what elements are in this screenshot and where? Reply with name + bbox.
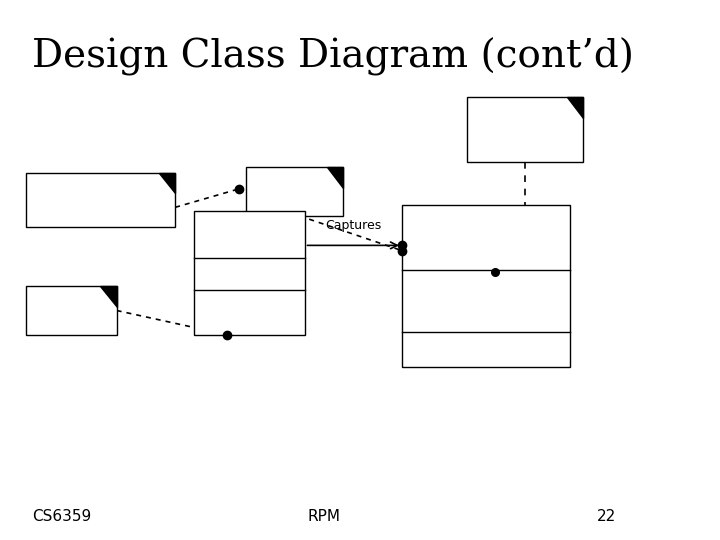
Bar (26, 173, 175, 227)
Text: Design Class Diagram (cont’d): Design Class Diagram (cont’d) (32, 38, 634, 76)
Text: isComplete : Bool: isComplete : Bool (408, 265, 518, 278)
Text: Methods: Methods (37, 303, 105, 318)
Bar (467, 97, 583, 162)
Text: time: time (408, 286, 436, 299)
Text: RPM: RPM (307, 509, 341, 524)
Polygon shape (567, 97, 583, 118)
Text: date: date (408, 244, 436, 257)
Text: navigation: navigation (251, 184, 339, 199)
Bar (246, 167, 343, 216)
Text: makeLineItem(): makeLineItem() (408, 348, 507, 361)
Text: Three section box for
class definition.: Three section box for class definition. (32, 183, 174, 211)
Text: Sale: Sale (471, 222, 501, 237)
Bar (194, 211, 305, 335)
Text: 22: 22 (596, 509, 616, 524)
Bar (26, 286, 117, 335)
Polygon shape (159, 173, 175, 193)
Text: Captures: Captures (325, 219, 382, 232)
Bar (402, 205, 570, 367)
Text: enterItem(): enterItem() (214, 306, 285, 319)
Text: CS6359: CS6359 (32, 509, 91, 524)
Text: POST: POST (231, 226, 268, 240)
Polygon shape (101, 286, 117, 307)
Polygon shape (328, 167, 343, 188)
Text: Type
Information: Type Information (485, 114, 565, 145)
